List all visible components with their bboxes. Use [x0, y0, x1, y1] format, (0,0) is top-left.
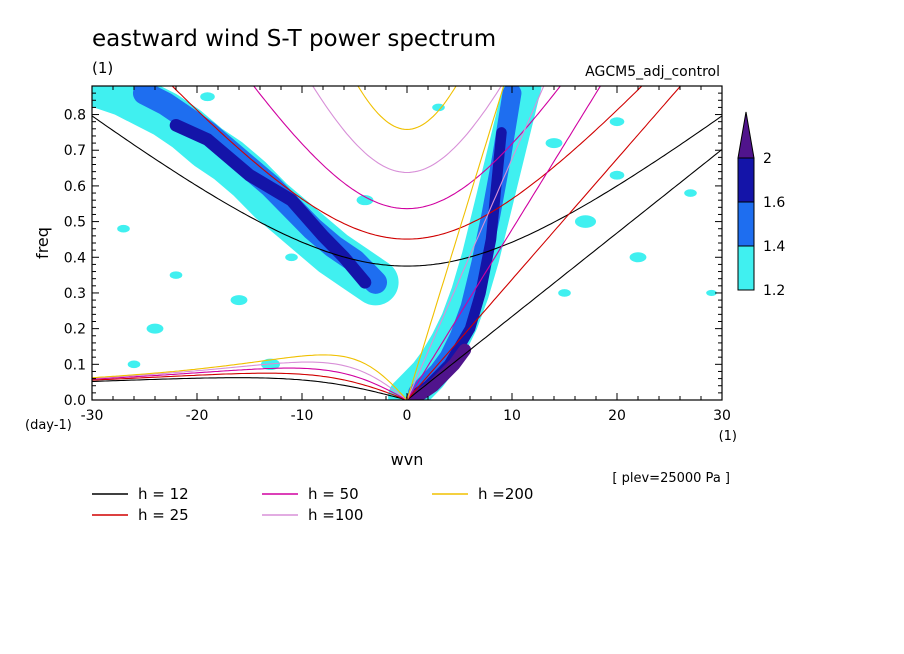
curve-kelvin-h100 [406, 86, 545, 400]
y-tick-label: 0.2 [64, 322, 86, 338]
power-band [406, 343, 472, 400]
power-spot [169, 271, 183, 279]
curve-er-h200 [92, 354, 408, 400]
y-axis-label: freq [33, 227, 52, 259]
y-tick-label: 0.6 [64, 179, 86, 195]
y-tick-label: 0.1 [64, 357, 86, 373]
power-spot [545, 138, 563, 149]
colorbar-label: 2 [763, 151, 772, 167]
legend-label: h = 25 [138, 506, 189, 524]
curve-ig-h25 [171, 86, 643, 240]
colorbar-segment [737, 245, 755, 291]
curve-er-h50 [92, 367, 408, 400]
x-tick-label: 0 [403, 408, 412, 424]
curve-ig-h100 [312, 86, 502, 174]
x-axis-label: wvn [391, 450, 424, 469]
y-tick-label: 0.3 [64, 286, 86, 302]
x-tick-label: -20 [186, 408, 209, 424]
colorbar-label: 1.6 [763, 195, 785, 211]
y-axis-units: (day-1) [25, 418, 72, 433]
dispersion-curves [92, 86, 722, 400]
power-spot [684, 189, 697, 197]
colorbar-label: 1.4 [763, 239, 785, 255]
chart-title: eastward wind S-T power spectrum [92, 26, 496, 52]
y-tick-label: 0.8 [64, 108, 86, 124]
power-spot [629, 252, 647, 263]
colorbar-segment [737, 201, 755, 247]
x-tick-label: 30 [713, 408, 731, 424]
curve-ig-h12 [92, 115, 722, 267]
curve-er-h12 [92, 377, 408, 400]
legend: h = 12 h = 25 h = 50 h =100 h =200 [92, 485, 533, 524]
power-spot [230, 295, 248, 306]
curve-kelvin-h50 [406, 86, 602, 400]
colorbar-label: 1.2 [763, 283, 785, 299]
x-tick-label: 10 [503, 408, 521, 424]
curve-kelvin-h200 [406, 86, 505, 400]
curve-er-h100 [92, 361, 408, 400]
legend-label: h =100 [308, 506, 363, 524]
power-spot [200, 92, 215, 102]
power-spot [432, 103, 445, 112]
legend-label: h =200 [478, 485, 533, 503]
x-tick-label: -10 [291, 408, 314, 424]
y-axis: 0.0 0.1 0.2 0.3 0.4 0.5 0.6 0.7 0.8 [64, 85, 722, 409]
colorbar-segment [737, 157, 755, 203]
y-tick-label: 0.0 [64, 393, 86, 409]
legend-label: h = 50 [308, 485, 359, 503]
curve-er-h25 [92, 372, 408, 400]
power-spot [575, 215, 596, 228]
curve-ig-h50 [252, 86, 562, 210]
y-tick-label: 0.7 [64, 143, 86, 159]
legend-label: h = 12 [138, 485, 189, 503]
power-spot [356, 195, 374, 206]
colorbar-arrow [737, 111, 755, 159]
power-spot [285, 253, 298, 262]
power-spot [117, 224, 130, 233]
curve-kelvin-h25 [406, 86, 682, 400]
power-spot [609, 170, 625, 180]
experiment-name: AGCM5_adj_control [585, 64, 720, 80]
y-tick-label: 0.5 [64, 215, 86, 231]
y-tick-label: 0.4 [64, 250, 86, 266]
curve-ig-h200 [357, 86, 457, 130]
power-spot [558, 289, 571, 297]
x-axis: -30 -20 -10 0 10 20 30 [81, 86, 731, 424]
x-tick-label: -30 [81, 408, 104, 424]
power-spot [706, 289, 717, 297]
level-note: [ plev=25000 Pa ] [612, 471, 730, 486]
curve-kelvin-h12 [406, 148, 722, 400]
x-axis-units: (1) [719, 429, 737, 444]
power-spot [127, 360, 141, 369]
title-units: (1) [92, 59, 113, 77]
power-spot [609, 117, 625, 127]
colorbar: 2 1.6 1.4 1.2 [737, 111, 785, 299]
power-spot [146, 323, 164, 334]
x-tick-label: 20 [608, 408, 626, 424]
